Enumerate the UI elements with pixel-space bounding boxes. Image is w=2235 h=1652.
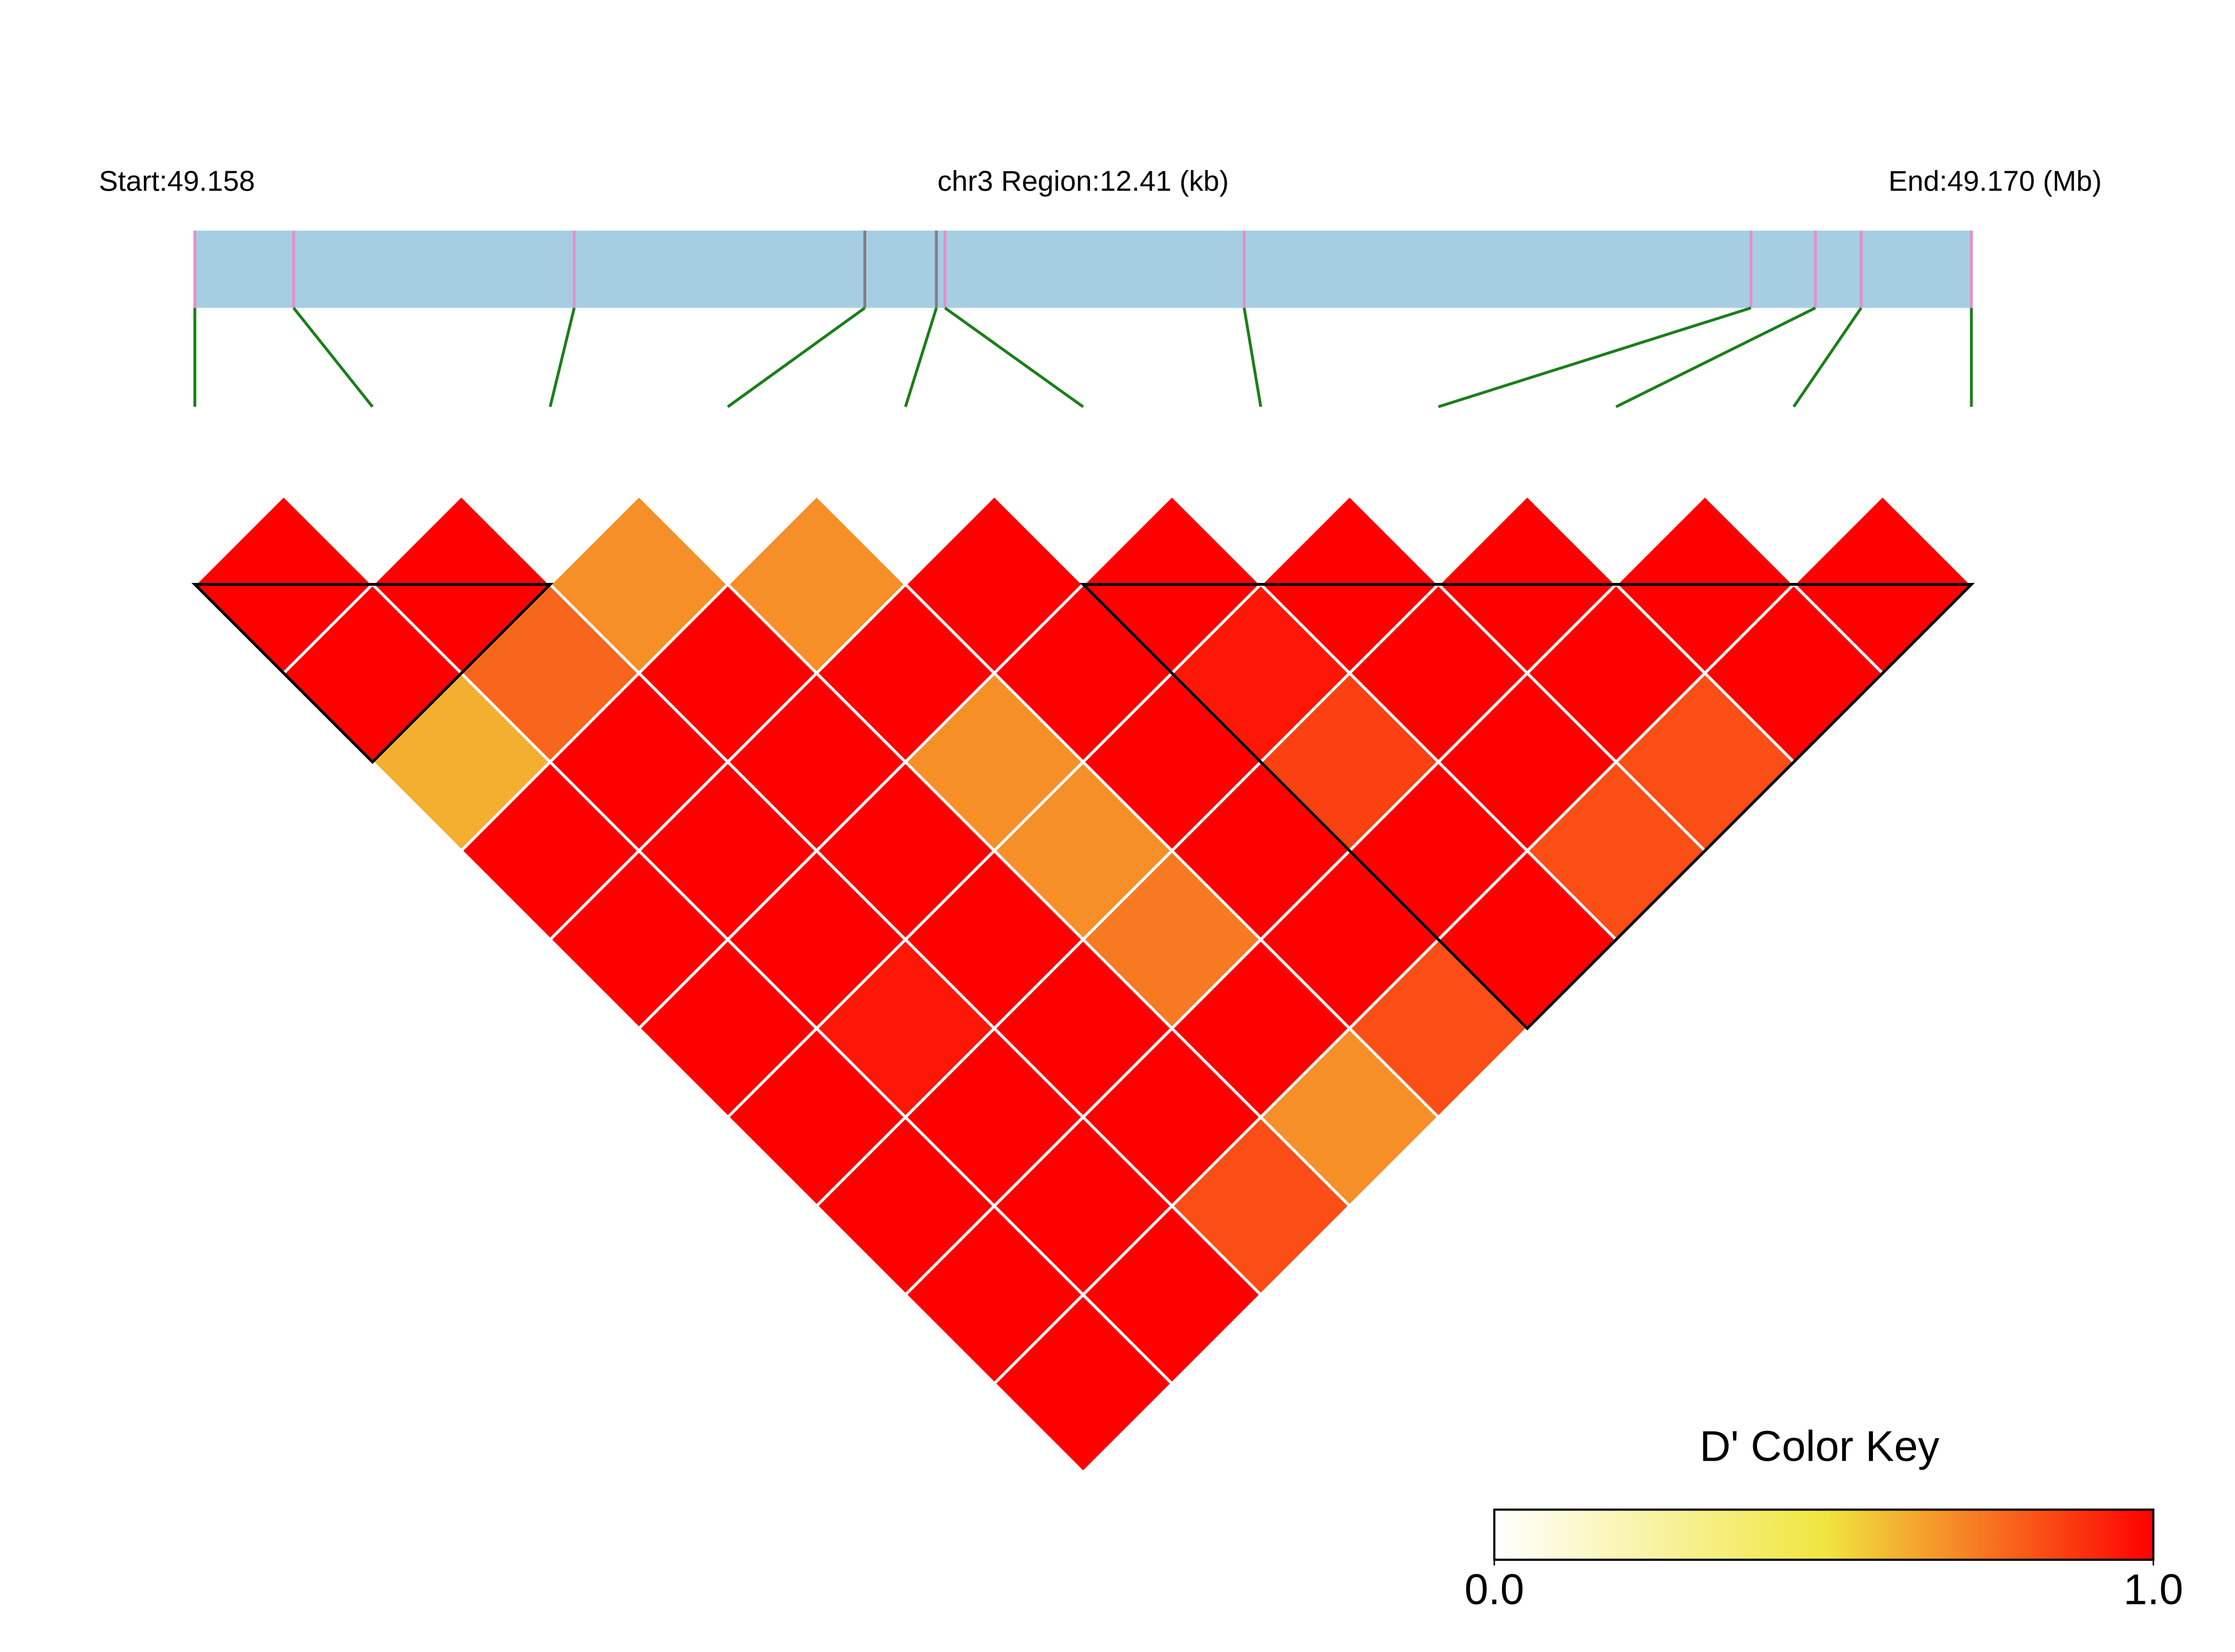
key-tick-label: 1.0 (2124, 1565, 2184, 1613)
snp-connector (904, 307, 938, 407)
color-key-title: D' Color Key (1699, 1422, 1940, 1470)
snp-connector (548, 307, 576, 407)
snp-connector (1792, 307, 1863, 408)
end-label: End:49.170 (Mb) (1889, 165, 2102, 197)
snp-connector (727, 307, 866, 408)
snp-connector (1615, 307, 1816, 408)
snp-connector (1438, 307, 1752, 408)
ld-block (191, 583, 554, 764)
snp-connector (944, 307, 1084, 408)
region-label: chr3 Region:12.41 (kb) (937, 165, 1229, 197)
color-key-bar (1493, 1508, 2154, 1561)
ld-block (1079, 583, 1975, 1030)
start-label: Start:49.158 (99, 165, 255, 197)
key-tick-label: 0.0 (1464, 1565, 1524, 1613)
snp-connector (1242, 308, 1262, 407)
gene-bar (195, 230, 1971, 308)
snp-connector (292, 307, 374, 408)
